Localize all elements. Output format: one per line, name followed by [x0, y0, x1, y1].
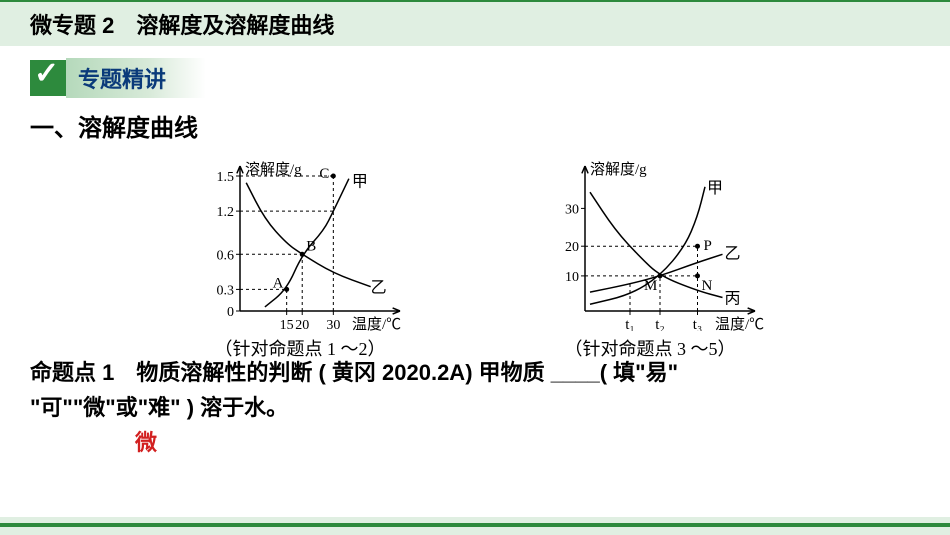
chart-1: 溶解度/g 温度/℃ 0 0.3 0.6 1.2 1.5 1520 30 A B C 甲乙 — [185, 151, 415, 331]
svg-text:0.6: 0.6 — [217, 248, 235, 263]
svg-text:15: 15 — [280, 318, 294, 331]
answer: 微 — [135, 425, 920, 457]
question-blank: ____ — [551, 360, 600, 385]
svg-text:温度/℃: 温度/℃ — [715, 316, 764, 331]
svg-text:M: M — [644, 278, 657, 294]
content: 一、溶解度曲线 溶解度/g温度/℃00.30.61.21.5152030ABC甲… — [0, 98, 950, 457]
svg-text:甲: 甲 — [352, 174, 368, 191]
section-header: 专题精讲 — [30, 58, 950, 98]
svg-text:20: 20 — [295, 318, 309, 331]
check-icon — [30, 60, 66, 96]
svg-text:C: C — [319, 166, 329, 182]
svg-text:温度/℃: 温度/℃ — [352, 316, 401, 331]
svg-text:乙: 乙 — [725, 245, 741, 262]
svg-text:30: 30 — [565, 202, 579, 217]
svg-text:t₁: t₁ — [625, 317, 634, 331]
svg-text:A: A — [273, 275, 284, 291]
svg-text:10: 10 — [565, 270, 579, 285]
question-suffix1: ( 填"易" — [600, 360, 678, 385]
svg-text:乙: 乙 — [371, 280, 387, 297]
top-bar: 微专题 2 溶解度及溶解度曲线 — [0, 0, 950, 46]
svg-text:t₃: t₃ — [693, 317, 702, 331]
svg-text:1.5: 1.5 — [217, 170, 235, 185]
heading-1: 一、溶解度曲线 — [30, 108, 920, 143]
svg-text:P: P — [704, 238, 712, 254]
svg-text:B: B — [306, 238, 316, 254]
question-text: 命题点 1 物质溶解性的判断 ( 黄冈 2020.2A) 甲物质 ____( 填… — [30, 355, 920, 425]
svg-text:丙: 丙 — [725, 291, 741, 308]
svg-text:溶解度/g: 溶解度/g — [245, 161, 302, 178]
svg-text:甲: 甲 — [707, 180, 723, 197]
section-title: 专题精讲 — [66, 58, 206, 98]
svg-text:0: 0 — [227, 305, 234, 320]
svg-text:N: N — [702, 278, 713, 294]
question-prefix: 命题点 1 物质溶解性的判断 ( 黄冈 2020.2A) 甲物质 — [30, 360, 551, 385]
svg-text:0.3: 0.3 — [217, 283, 235, 298]
charts-row: 溶解度/g温度/℃00.30.61.21.5152030ABC甲乙 （针对命题点… — [30, 151, 920, 361]
chart-2: 溶解度/g 温度/℃ 10 20 30 t₁ t₂ t₃ M N P 甲乙丙 — [535, 151, 765, 331]
svg-text:溶解度/g: 溶解度/g — [590, 161, 647, 178]
chart-2-wrap: 溶解度/g温度/℃102030t₁t₂t₃MNP甲乙丙 （针对命题点 3 ～5） — [535, 151, 765, 361]
question-line2: "可""微"或"难" ) 溶于水。 — [30, 395, 288, 420]
svg-text:t₂: t₂ — [655, 317, 664, 331]
svg-text:20: 20 — [565, 240, 579, 255]
svg-text:30: 30 — [326, 318, 340, 331]
chart-1-wrap: 溶解度/g温度/℃00.30.61.21.5152030ABC甲乙 （针对命题点… — [185, 151, 415, 361]
svg-text:1.2: 1.2 — [217, 205, 235, 220]
bottom-line — [0, 523, 950, 527]
